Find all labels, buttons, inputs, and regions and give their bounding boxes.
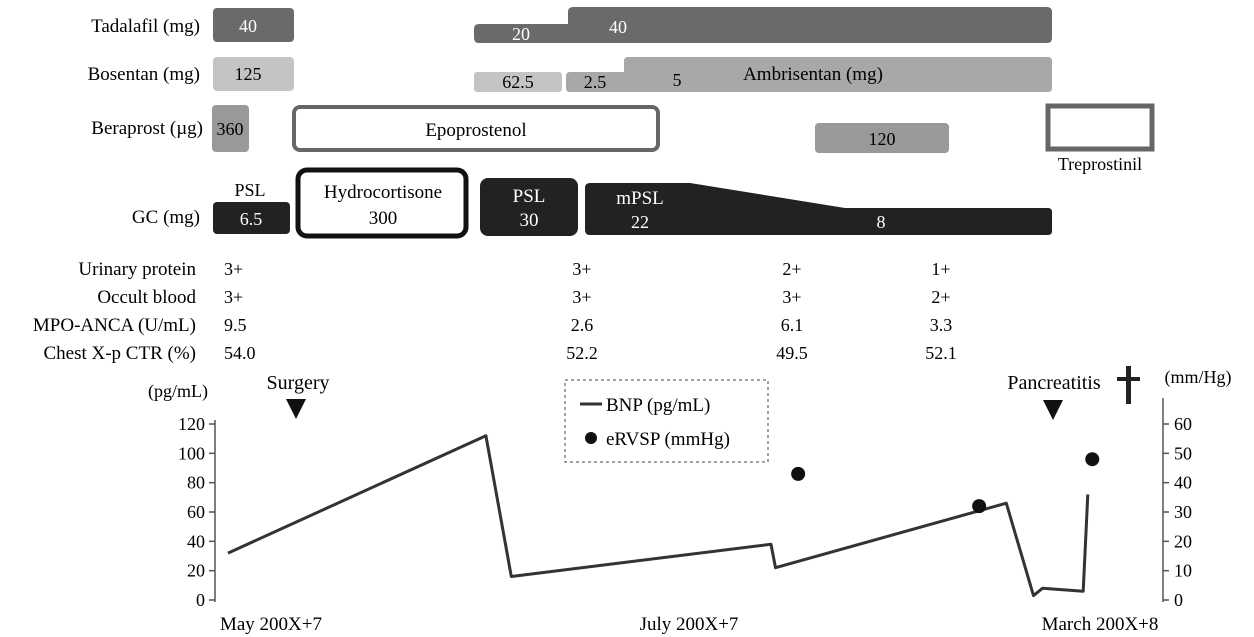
gc-hydrocortisone-dose: 300 (369, 208, 398, 229)
gc-mpsl-bar (585, 183, 1052, 235)
lab-table: Urinary protein 3+ 3+ 2+ 1+ Occult blood… (33, 259, 957, 364)
tadalafil-bar-2 (474, 7, 1052, 43)
ervsp-point (1085, 452, 1100, 467)
ambrisentan-label: Ambrisentan (mg) (743, 64, 883, 85)
right-axis-tick-label: 0 (1174, 590, 1183, 610)
gc-mpsl-dose-end: 8 (877, 212, 886, 232)
treprostinil-label: Treprostinil (1058, 154, 1142, 174)
gc-psl1-bar (213, 202, 290, 234)
right-axis-unit: (mm/Hg) (1165, 367, 1232, 388)
right-axis-tick-label: 20 (1174, 531, 1192, 551)
row-label-bosentan: Bosentan (mg) (88, 64, 200, 85)
bosentan-bar-1 (213, 57, 294, 91)
left-axis-tick-label: 40 (187, 531, 205, 551)
pancreatitis-label: Pancreatitis (1007, 372, 1101, 394)
gc-hydrocortisone-box (295, 167, 469, 239)
beraprost-dose-1: 360 (217, 119, 244, 139)
ervsp-series (791, 452, 1100, 514)
gc-mpsl-name: mPSL (616, 188, 664, 209)
beraprost-dose-2: 120 (869, 129, 896, 149)
death-cross-icon (1117, 366, 1140, 404)
ervsp-point (972, 499, 987, 514)
pancreatitis-marker-icon (1043, 400, 1063, 420)
legend-label-ervsp: eRVSP (mmHg) (606, 429, 730, 450)
lab-cell: 49.5 (776, 343, 808, 363)
row-label-tadalafil: Tadalafil (mg) (91, 16, 200, 37)
lab-cell: 2+ (931, 287, 950, 307)
surgery-marker-icon (286, 399, 306, 419)
legend-box (564, 379, 769, 463)
x-label-start: May 200X+7 (220, 614, 322, 635)
surgery-label: Surgery (267, 372, 330, 394)
lab-cell: 1+ (931, 259, 950, 279)
lab-cell: 3.3 (930, 315, 953, 335)
lab-cell: 6.1 (781, 315, 804, 335)
gc-psl1-dose: 6.5 (240, 209, 263, 229)
row-label-beraprost: Beraprost (µg) (91, 118, 203, 139)
x-label-end: March 200X+8 (1042, 614, 1159, 635)
ambrisentan-bar (566, 57, 1052, 92)
right-axis-tick-label: 60 (1174, 414, 1192, 434)
lab-cell: 3+ (224, 259, 243, 279)
gc-hydrocortisone-name: Hydrocortisone (324, 182, 442, 203)
treprostinil-box (1045, 103, 1155, 152)
chart-legend: BNP (pg/mL) eRVSP (mmHg) (564, 379, 769, 463)
bnp-ervsp-chart: (pg/mL) (mm/Hg) 0 20 40 60 80 100 120 0 10 20 30 4… (148, 367, 1232, 635)
row-label-gc: GC (mg) (132, 207, 200, 228)
legend-dot-swatch (585, 432, 597, 444)
right-axis-tick-label: 30 (1174, 502, 1192, 522)
left-axis-tick-label: 20 (187, 561, 205, 581)
left-axis-tick-label: 80 (187, 473, 205, 493)
gc-mpsl-dose-start: 22 (631, 212, 649, 232)
lab-cell: 3+ (572, 287, 591, 307)
right-axis-ticks: 0 10 20 30 40 50 60 (1163, 414, 1192, 610)
lab-cell: 2+ (782, 259, 801, 279)
right-axis-tick-label: 10 (1174, 561, 1192, 581)
gc-psl2-name: PSL (513, 186, 546, 207)
lab-cell: 52.1 (925, 343, 957, 363)
bosentan-bar-2 (474, 72, 562, 92)
beraprost-bar-2 (815, 123, 949, 153)
lab-row-label: Urinary protein (78, 259, 196, 280)
lab-cell: 52.2 (566, 343, 598, 363)
tadalafil-dose-3: 40 (609, 17, 627, 37)
bnp-line (227, 434, 1090, 598)
beraprost-bar-1 (212, 105, 249, 152)
bosentan-dose-2: 62.5 (502, 72, 534, 92)
legend-label-bnp: BNP (pg/mL) (606, 395, 710, 416)
lab-row-label: Chest X-p CTR (%) (43, 343, 196, 364)
epoprostenol-label: Epoprostenol (425, 120, 526, 141)
bosentan-dose-1: 125 (235, 64, 262, 84)
lab-cell: 2.6 (571, 315, 594, 335)
lab-row-label: Occult blood (97, 287, 196, 308)
lab-cell: 3+ (224, 287, 243, 307)
bnp-series (227, 434, 1090, 598)
tadalafil-dose-1: 40 (239, 16, 257, 36)
left-axis-ticks: 0 20 40 60 80 100 120 (178, 414, 215, 610)
left-axis-tick-label: 60 (187, 502, 205, 522)
gc-psl2-dose: 30 (520, 210, 539, 231)
ervsp-point (791, 466, 806, 481)
left-axis-tick-label: 0 (196, 590, 205, 610)
lab-cell: 3+ (782, 287, 801, 307)
tadalafil-dose-2: 20 (512, 24, 530, 44)
lab-row-label: MPO-ANCA (U/mL) (33, 315, 196, 336)
lab-cell: 3+ (572, 259, 591, 279)
epoprostenol-box (292, 105, 660, 152)
gc-psl2-bar (480, 178, 578, 236)
right-axis-tick-label: 40 (1174, 473, 1192, 493)
tadalafil-bar-1 (213, 8, 294, 42)
x-label-middle: July 200X+7 (640, 614, 739, 635)
lab-cell: 54.0 (224, 343, 256, 363)
left-axis-tick-label: 120 (178, 414, 205, 434)
ambrisentan-dose-1: 2.5 (584, 72, 607, 92)
gc-psl1-name: PSL (234, 180, 265, 200)
lab-cell: 9.5 (224, 315, 247, 335)
ambrisentan-dose-2: 5 (673, 70, 682, 90)
right-axis-tick-label: 50 (1174, 443, 1192, 463)
left-axis-tick-label: 100 (178, 443, 205, 463)
left-axis-unit: (pg/mL) (148, 381, 208, 402)
